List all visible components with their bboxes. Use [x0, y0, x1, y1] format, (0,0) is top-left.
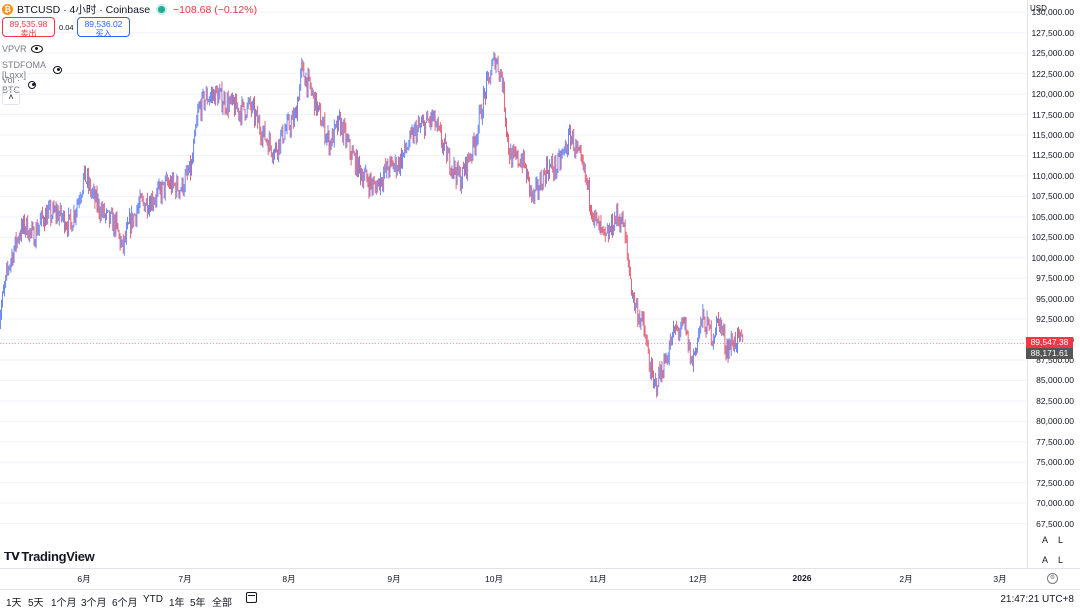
time-axis[interactable]: 6月 7月 8月 9月 10月 11月 12月 2026 2月 3月 [0, 568, 1080, 589]
price-tick-label: 120,000.00 [1031, 89, 1074, 100]
time-tick-label: 8月 [282, 574, 296, 584]
reference-price-tag: 88,171.61 [1026, 348, 1073, 360]
indicator-vpvr[interactable]: VPVR [2, 44, 43, 54]
buy-button[interactable]: 89,536.02 买入 [77, 17, 130, 38]
calendar-icon[interactable] [246, 592, 257, 603]
indicator-label: VPVR [2, 44, 27, 54]
bitcoin-icon: ₿ [2, 4, 13, 15]
price-tick-label: 77,500.00 [1036, 436, 1074, 447]
time-tick-label: 2026 [792, 573, 812, 583]
auto-scale-toggle[interactable]: A [1042, 535, 1049, 545]
time-tick-label: 12月 [689, 574, 707, 584]
price-tick-label: 87,500.00 [1036, 355, 1074, 365]
range-button[interactable]: 5天 [28, 598, 44, 609]
range-button[interactable]: 3个月 [81, 598, 107, 609]
range-button[interactable]: YTD [143, 594, 163, 605]
symbol-row: ₿ BTCUSD · 4小时 · Coinbase −108.68 (−0.12… [2, 2, 257, 17]
price-axis[interactable] [1027, 0, 1080, 568]
range-button[interactable]: 1年 [169, 598, 185, 609]
price-tick-label: 82,500.00 [1036, 395, 1074, 406]
chart-area[interactable] [0, 0, 1027, 568]
logo-text: TradingView [21, 549, 95, 564]
time-tick-label: 2月 [899, 574, 913, 584]
price-tick-label: 127,500.00 [1031, 27, 1074, 38]
market-open-icon [158, 6, 166, 13]
price-tick-label: 110,000.00 [1032, 170, 1074, 181]
price-chart[interactable] [0, 0, 1027, 568]
time-tick-label: 11月 [589, 574, 607, 584]
tradingview-logo[interactable]: 𝗧𝗩 TradingView [4, 549, 95, 564]
price-tick-label: 112,500.00 [1032, 150, 1074, 161]
price-tick-label: 117,500.00 [1032, 109, 1074, 120]
price-tick-label: 122,500.00 [1031, 68, 1074, 79]
candles [0, 51, 744, 398]
price-tick-label: 115,000.00 [1032, 130, 1074, 140]
chevron-up-icon[interactable]: ˄ [2, 90, 20, 105]
tradingview-mark-icon: 𝗧𝗩 [4, 551, 20, 563]
time-tick-label: 6月 [77, 574, 91, 584]
trade-row: 89,535.98 卖出 0.04 89,536.02 买入 [2, 17, 130, 38]
price-tick-label: 67,500.00 [1036, 518, 1074, 529]
sell-price: 89,535.98 [9, 19, 48, 29]
sell-button[interactable]: 89,535.98 卖出 [2, 17, 55, 38]
symbol-title[interactable]: BTCUSD · 4小时 · Coinbase [17, 4, 151, 16]
bottom-toolbar: 1天 5天 1个月 3个月 6个月 YTD 1年 5年 全部 [0, 589, 1080, 611]
buy-label: 买入 [95, 29, 112, 38]
last-price-tag: 89,547.38 [1026, 337, 1073, 349]
price-change: −108.68 (−0.12%) [173, 3, 258, 16]
price-tick-label: 102,500.00 [1031, 232, 1074, 243]
range-button[interactable]: 1个月 [51, 598, 77, 609]
settings-icon[interactable]: ⚙ [1047, 573, 1058, 584]
clock[interactable]: 21:47:21 UTC+8 [1000, 594, 1074, 605]
time-tick-label: 7月 [178, 574, 192, 584]
log-scale-toggle[interactable]: L [1058, 535, 1064, 545]
price-tick-label: 97,500.00 [1036, 273, 1074, 284]
eye-icon[interactable] [28, 81, 36, 89]
indicator-stdfoma[interactable]: STDFOMA [Loxx] [2, 60, 62, 80]
currency-label[interactable]: USD [1030, 4, 1047, 13]
price-tick-label: 70,000.00 [1036, 498, 1074, 509]
range-button[interactable]: 全部 [212, 598, 232, 609]
time-tick-label: 10月 [485, 574, 503, 584]
price-tick-label: 107,500.00 [1031, 191, 1074, 202]
spread-value: 0.04 [59, 22, 74, 32]
time-tick-label: 3月 [993, 574, 1007, 584]
indicator-label: STDFOMA [Loxx] [2, 60, 46, 80]
log-scale-toggle-2[interactable]: L [1058, 555, 1064, 565]
price-tick-label: 85,000.00 [1036, 375, 1074, 386]
price-tick-label: 75,000.00 [1036, 457, 1074, 468]
price-tick-label: 95,000.00 [1036, 293, 1074, 304]
time-tick-label: 9月 [387, 574, 401, 584]
price-tick-label: 130,000.00 [1031, 7, 1074, 18]
sell-label: 卖出 [20, 29, 37, 38]
range-button[interactable]: 5年 [190, 598, 206, 609]
range-button[interactable]: 6个月 [112, 598, 138, 609]
auto-scale-toggle-2[interactable]: A [1042, 555, 1049, 565]
eye-icon[interactable] [30, 45, 43, 53]
range-button[interactable]: 1天 [6, 598, 22, 609]
price-tick-label: 80,000.00 [1036, 416, 1074, 427]
buy-price: 89,536.02 [84, 19, 123, 29]
price-tick-label: 72,500.00 [1036, 477, 1074, 488]
price-tick-label: 100,000.00 [1031, 252, 1074, 263]
price-tick-label: 125,000.00 [1031, 48, 1074, 59]
price-tick-label: 92,500.00 [1036, 314, 1074, 325]
eye-icon[interactable] [52, 66, 62, 74]
price-tick-label: 105,000.00 [1031, 211, 1074, 222]
